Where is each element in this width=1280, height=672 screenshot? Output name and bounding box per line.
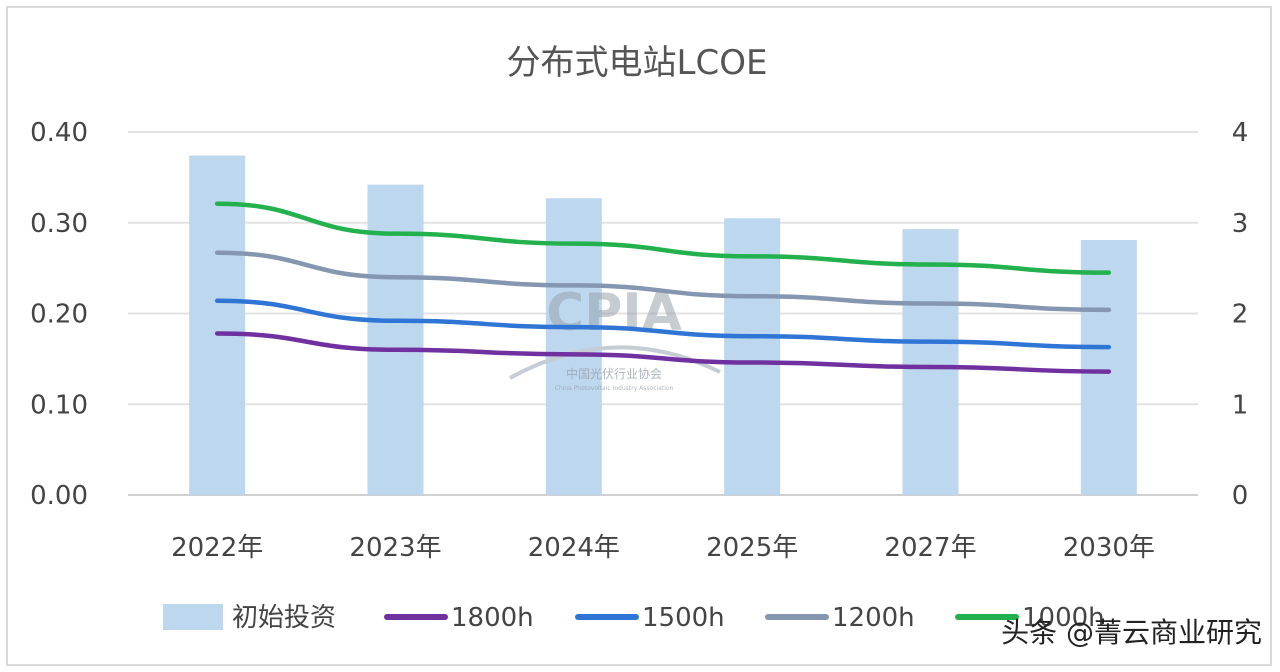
- category-tick-label: 2023年: [349, 533, 441, 563]
- right-axis-tick-label: 0: [1232, 481, 1249, 511]
- left-axis-ticks: 0.00 0.10 0.20 0.30 0.40: [30, 118, 88, 511]
- cpia-watermark: CPIA 中国光伏行业协会 China Photovoltaic Industr…: [509, 283, 721, 392]
- chart-title: 分布式电站LCOE: [507, 43, 768, 83]
- legend-label: 1000h: [1022, 603, 1105, 633]
- line-series-1500h: [214, 298, 1112, 350]
- category-axis-ticks: 2022年 2023年 2024年 2025年 2027年 2030年: [171, 533, 1155, 563]
- left-axis-tick-label: 0.30: [30, 209, 88, 239]
- watermark-org: 中国光伏行业协会: [566, 366, 662, 381]
- legend: 初始投资 1800h 1500h 1200h 1000h: [163, 603, 1105, 633]
- category-tick-label: 2027年: [884, 533, 976, 563]
- right-axis-tick-label: 1: [1232, 390, 1249, 420]
- right-axis-ticks: 0 1 2 3 4: [1232, 118, 1249, 511]
- right-axis-tick-label: 4: [1232, 118, 1249, 148]
- legend-label: 1200h: [832, 603, 915, 633]
- bar-initial-investment: [902, 229, 959, 496]
- right-axis-tick-label: 2: [1232, 300, 1249, 330]
- gridlines: [128, 131, 1198, 496]
- legend-label: 1800h: [451, 603, 534, 633]
- line-series-1000h: [214, 201, 1112, 275]
- right-axis-tick-label: 3: [1232, 209, 1249, 239]
- left-axis-tick-label: 0.10: [30, 390, 88, 420]
- left-axis-tick-label: 0.40: [30, 118, 88, 148]
- bar-initial-investment: [724, 218, 781, 495]
- bar-initial-investment: [367, 184, 424, 495]
- category-tick-label: 2030年: [1063, 533, 1155, 563]
- category-tick-label: 2024年: [528, 533, 620, 563]
- line-series: [214, 201, 1112, 374]
- bar-initial-investment: [545, 198, 602, 495]
- watermark-sub: China Photovoltaic Industry Association: [555, 385, 674, 392]
- legend-swatch-bar: [163, 604, 223, 630]
- category-tick-label: 2022年: [171, 533, 263, 563]
- line-series-1800h: [214, 331, 1112, 374]
- bar-series-initial-investment: [189, 155, 1137, 496]
- bar-initial-investment: [189, 155, 246, 495]
- legend-label: 1500h: [642, 603, 725, 633]
- line-series-1200h: [214, 250, 1112, 313]
- source-credit: 头条 @菁云商业研究: [1001, 616, 1262, 649]
- category-tick-label: 2025年: [706, 533, 798, 563]
- left-axis-tick-label: 0.20: [30, 300, 88, 330]
- bar-initial-investment: [1080, 239, 1137, 495]
- legend-label: 初始投资: [232, 603, 336, 633]
- left-axis-tick-label: 0.00: [30, 481, 88, 511]
